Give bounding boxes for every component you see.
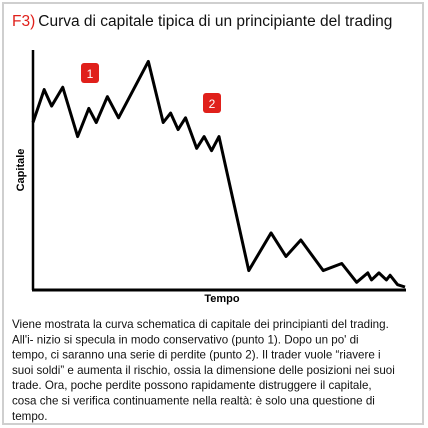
equity-line: [31, 59, 406, 289]
chart-title: F3) Curva di capitale tipica di un princi…: [12, 13, 392, 30]
annotation-badge: [81, 63, 99, 83]
caption-line: All'i- nizio si specula in modo conserva…: [12, 333, 359, 346]
caption-line: tempo.: [12, 410, 47, 423]
annotation-label: 2: [209, 97, 216, 111]
caption-line: suoi soldi” e aumenta il rischio, ossia …: [12, 364, 395, 377]
caption-line: trade. Ora, poche perdite possono rapida…: [12, 379, 372, 392]
x-axis-label: Tempo: [204, 293, 240, 305]
annotation-label: 1: [87, 67, 94, 81]
caption-line: tempo, ci saranno una serie di perdite (…: [12, 349, 381, 362]
title-text: Curva di capitale tipica di un principia…: [38, 13, 392, 30]
caption-line: Viene mostrata la curva schematica di ca…: [12, 318, 389, 331]
caption: Viene mostrata la curva schematica di ca…: [12, 318, 395, 423]
caption-line: cosa che si verifica continuamente nella…: [12, 395, 375, 408]
frame: [2, 2, 424, 425]
annotation-badge: [203, 93, 221, 113]
title-prefix: F3): [12, 13, 35, 30]
y-axis-label: Capitale: [15, 149, 27, 192]
